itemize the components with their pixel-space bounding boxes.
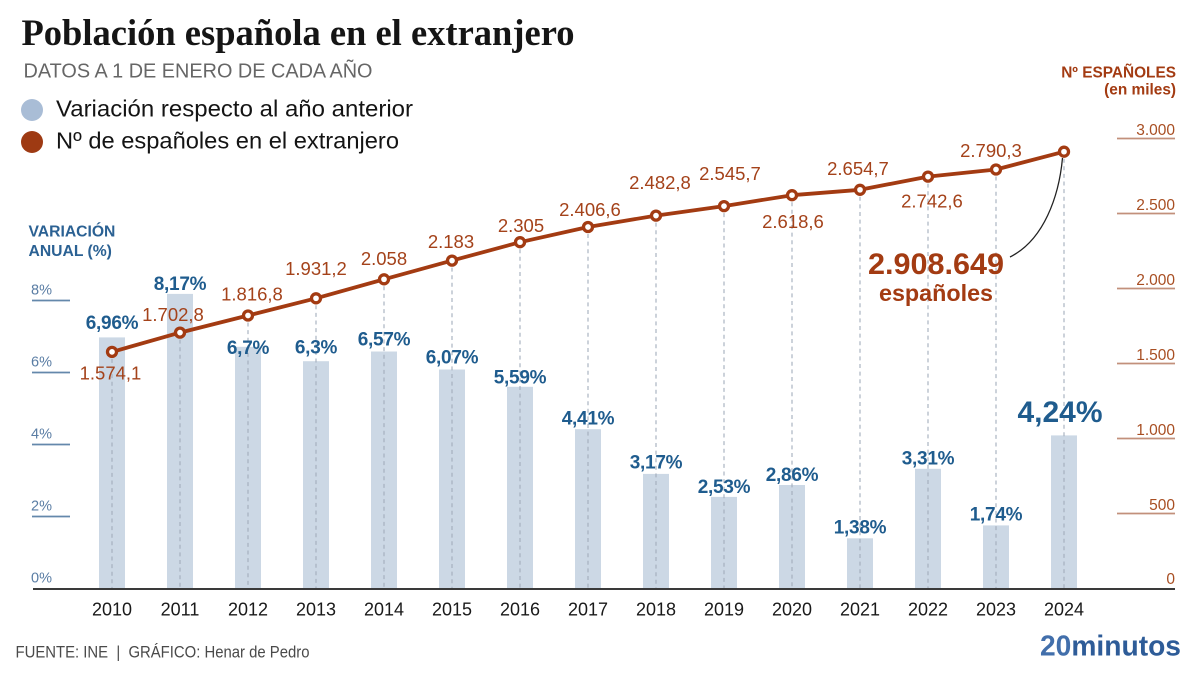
svg-text:2.058: 2.058	[361, 248, 407, 269]
svg-text:0: 0	[1166, 571, 1175, 588]
svg-text:1.702,8: 1.702,8	[142, 304, 204, 325]
svg-text:FUENTE: INE | GRÁFICO: Henar: FUENTE: INE | GRÁFICO: Henar de Pedro	[16, 643, 310, 662]
svg-text:8%: 8%	[31, 283, 52, 299]
svg-text:2014: 2014	[364, 600, 404, 620]
svg-text:DATOS A 1 DE ENERO DE CADA AÑO: DATOS A 1 DE ENERO DE CADA AÑO	[24, 60, 373, 83]
svg-text:2021: 2021	[840, 600, 880, 620]
svg-text:3,17%: 3,17%	[630, 453, 683, 474]
svg-text:Nº ESPAÑOLES: Nº ESPAÑOLES	[1061, 64, 1176, 82]
svg-text:2024: 2024	[1044, 600, 1084, 620]
svg-text:2%: 2%	[31, 499, 52, 515]
svg-text:4,24%: 4,24%	[1017, 396, 1102, 429]
svg-text:6,7%: 6,7%	[227, 338, 270, 359]
svg-text:2011: 2011	[161, 600, 200, 620]
svg-text:1.816,8: 1.816,8	[221, 284, 283, 305]
svg-text:VARIACIÓN: VARIACIÓN	[29, 222, 116, 241]
svg-text:1.574,1: 1.574,1	[80, 363, 142, 384]
svg-text:2017: 2017	[568, 600, 608, 620]
svg-text:2010: 2010	[92, 600, 132, 620]
svg-text:2022: 2022	[908, 600, 948, 620]
svg-text:2015: 2015	[432, 600, 472, 620]
svg-text:(en miles): (en miles)	[1104, 82, 1176, 99]
svg-text:5,59%: 5,59%	[494, 368, 547, 389]
svg-text:6,3%: 6,3%	[295, 338, 338, 359]
svg-text:2.545,7: 2.545,7	[699, 163, 761, 184]
svg-text:Nº de españoles en el extranje: Nº de españoles en el extranjero	[56, 128, 399, 154]
svg-text:Población española en el extra: Población española en el extranjero	[22, 13, 575, 54]
svg-text:6,96%: 6,96%	[86, 313, 139, 334]
svg-text:0%: 0%	[31, 571, 52, 587]
svg-text:2.000: 2.000	[1136, 272, 1175, 289]
svg-text:2.654,7: 2.654,7	[827, 158, 889, 179]
svg-text:1,74%: 1,74%	[970, 505, 1023, 526]
svg-text:3,31%: 3,31%	[902, 449, 955, 470]
svg-text:2.742,6: 2.742,6	[901, 191, 963, 212]
svg-text:2023: 2023	[976, 600, 1016, 620]
svg-text:6,57%: 6,57%	[358, 330, 411, 351]
svg-text:2.482,8: 2.482,8	[629, 172, 691, 193]
svg-text:6,07%: 6,07%	[426, 348, 479, 369]
svg-text:4,41%: 4,41%	[562, 409, 615, 430]
svg-text:2.183: 2.183	[428, 231, 474, 252]
svg-text:1.500: 1.500	[1136, 347, 1175, 364]
svg-text:2020: 2020	[772, 600, 812, 620]
svg-text:1.931,2: 1.931,2	[285, 258, 347, 279]
svg-text:1.000: 1.000	[1136, 422, 1175, 439]
svg-text:500: 500	[1149, 497, 1175, 514]
svg-text:2.500: 2.500	[1136, 197, 1175, 214]
svg-text:2016: 2016	[500, 600, 540, 620]
svg-text:2013: 2013	[296, 600, 336, 620]
svg-text:Variación respecto al año ante: Variación respecto al año anterior	[56, 96, 413, 122]
svg-text:2018: 2018	[636, 600, 676, 620]
svg-text:2.406,6: 2.406,6	[559, 199, 621, 220]
svg-text:españoles: españoles	[879, 280, 993, 306]
svg-text:20minutos: 20minutos	[1040, 631, 1181, 663]
svg-text:3.000: 3.000	[1136, 122, 1175, 139]
svg-text:2,53%: 2,53%	[698, 477, 751, 498]
svg-text:1,38%: 1,38%	[834, 518, 887, 539]
svg-text:4%: 4%	[31, 427, 52, 443]
svg-text:2,86%: 2,86%	[766, 465, 819, 486]
svg-text:6%: 6%	[31, 355, 52, 371]
svg-text:2019: 2019	[704, 600, 744, 620]
svg-text:2012: 2012	[228, 600, 268, 620]
svg-text:2.305: 2.305	[498, 215, 544, 236]
svg-text:2.908.649: 2.908.649	[868, 248, 1004, 281]
svg-text:8,17%: 8,17%	[154, 274, 207, 295]
svg-text:2.618,6: 2.618,6	[762, 211, 824, 232]
svg-text:ANUAL (%): ANUAL (%)	[29, 243, 112, 260]
svg-text:2.790,3: 2.790,3	[960, 140, 1022, 161]
